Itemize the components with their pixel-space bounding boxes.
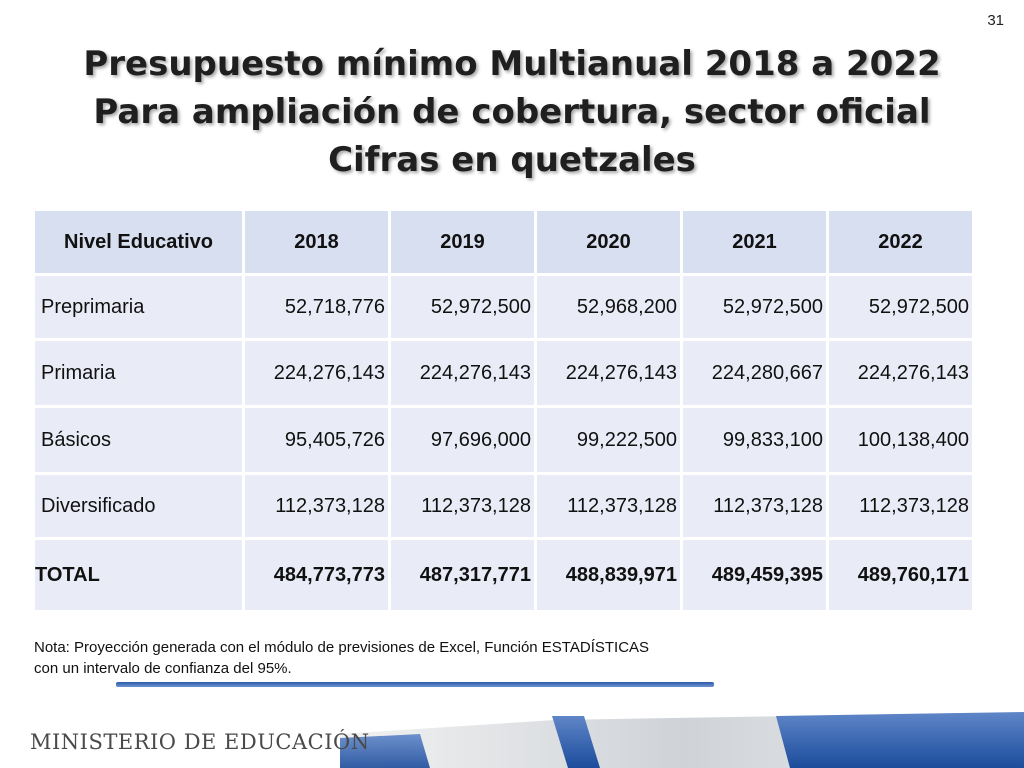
table-cell: 52,718,776 bbox=[242, 273, 391, 341]
row-label: Básicos bbox=[32, 405, 245, 475]
note-divider bbox=[116, 682, 714, 687]
header-2018: 2018 bbox=[242, 208, 391, 276]
row-label: Preprimaria bbox=[32, 273, 245, 341]
table-cell: 112,373,128 bbox=[242, 472, 391, 540]
title-line-2: Para ampliación de cobertura, sector ofi… bbox=[93, 92, 931, 132]
total-row: TOTAL 484,773,773 487,317,771 488,839,97… bbox=[32, 537, 975, 613]
footnote: Nota: Proyección generada con el módulo … bbox=[34, 637, 754, 679]
table-row: Diversificado 112,373,128 112,373,128 11… bbox=[32, 472, 975, 540]
title-line-3: Cifras en quetzales bbox=[328, 140, 696, 180]
total-cell: 484,773,773 bbox=[242, 537, 391, 613]
table-row: Primaria 224,276,143 224,276,143 224,276… bbox=[32, 338, 975, 408]
table-header-row: Nivel Educativo 2018 2019 2020 2021 2022 bbox=[32, 208, 975, 276]
footer-blue-stripe-left bbox=[552, 716, 600, 768]
table-cell: 97,696,000 bbox=[388, 405, 537, 475]
ministry-logo: MINISTERIO DE EDUCACIÓN bbox=[30, 730, 370, 754]
table-cell: 99,833,100 bbox=[680, 405, 829, 475]
title-line-1: Presupuesto mínimo Multianual 2018 a 202… bbox=[83, 44, 941, 84]
table-cell: 112,373,128 bbox=[388, 472, 537, 540]
table-cell: 95,405,726 bbox=[242, 405, 391, 475]
table-cell: 52,972,500 bbox=[826, 273, 975, 341]
header-2020: 2020 bbox=[534, 208, 683, 276]
budget-table: Nivel Educativo 2018 2019 2020 2021 2022… bbox=[32, 208, 975, 613]
table-cell: 224,280,667 bbox=[680, 338, 829, 408]
table-cell: 99,222,500 bbox=[534, 405, 683, 475]
table-cell: 224,276,143 bbox=[242, 338, 391, 408]
row-label: Primaria bbox=[32, 338, 245, 408]
table-row: Preprimaria 52,718,776 52,972,500 52,968… bbox=[32, 273, 975, 341]
table-cell: 112,373,128 bbox=[826, 472, 975, 540]
header-2022: 2022 bbox=[826, 208, 975, 276]
total-cell: 489,459,395 bbox=[680, 537, 829, 613]
total-cell: 489,760,171 bbox=[826, 537, 975, 613]
header-nivel-educativo: Nivel Educativo bbox=[32, 208, 245, 276]
footer-blue-stripe-right bbox=[776, 712, 1024, 768]
table-cell: 224,276,143 bbox=[388, 338, 537, 408]
total-cell: 488,839,971 bbox=[534, 537, 683, 613]
table-cell: 100,138,400 bbox=[826, 405, 975, 475]
table-row: Básicos 95,405,726 97,696,000 99,222,500… bbox=[32, 405, 975, 475]
table-cell: 224,276,143 bbox=[534, 338, 683, 408]
slide-title: Presupuesto mínimo Multianual 2018 a 202… bbox=[0, 40, 1024, 184]
footnote-line-2: con un intervalo de confianza del 95%. bbox=[34, 660, 292, 677]
table-cell: 112,373,128 bbox=[680, 472, 829, 540]
total-cell: 487,317,771 bbox=[388, 537, 537, 613]
row-label: Diversificado bbox=[32, 472, 245, 540]
table-cell: 112,373,128 bbox=[534, 472, 683, 540]
table-cell: 52,972,500 bbox=[388, 273, 537, 341]
slide-number: 31 bbox=[987, 12, 1004, 29]
table-cell: 52,972,500 bbox=[680, 273, 829, 341]
header-2021: 2021 bbox=[680, 208, 829, 276]
footer-grey-band bbox=[340, 712, 1024, 768]
header-2019: 2019 bbox=[388, 208, 537, 276]
total-label: TOTAL bbox=[32, 537, 245, 613]
footnote-line-1: Nota: Proyección generada con el módulo … bbox=[34, 639, 650, 656]
table-cell: 224,276,143 bbox=[826, 338, 975, 408]
table-cell: 52,968,200 bbox=[534, 273, 683, 341]
